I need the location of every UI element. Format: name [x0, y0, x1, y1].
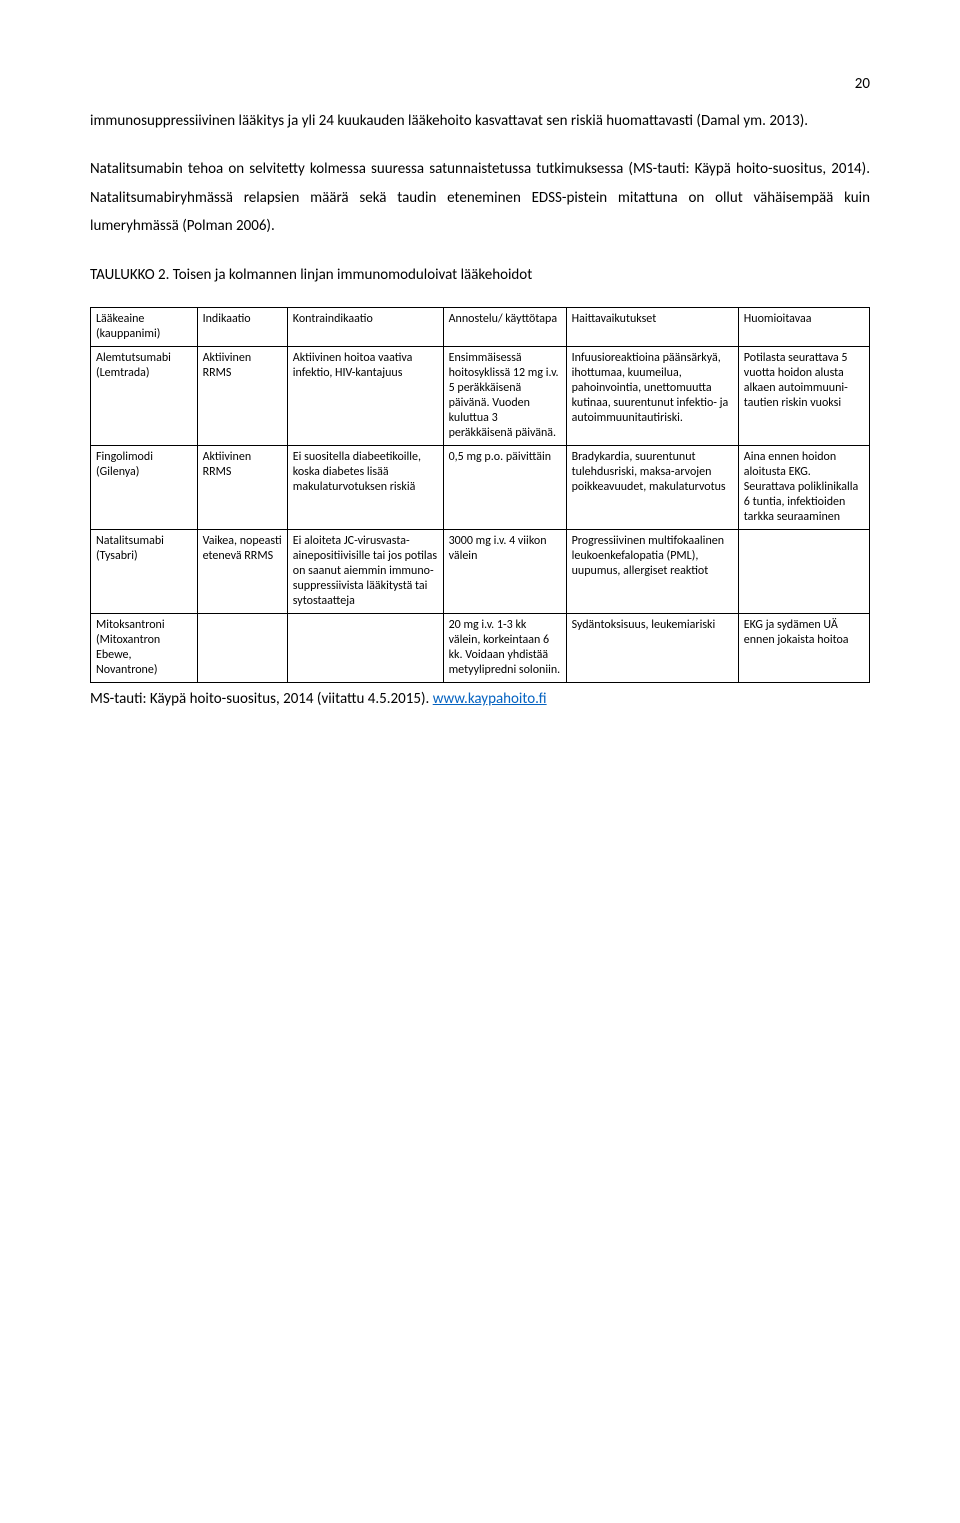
- table-source: MS-tauti: Käypä hoito-suositus, 2014 (vi…: [90, 685, 870, 714]
- table-header-row: Lääkeaine (kauppanimi) Indikaatio Kontra…: [91, 308, 870, 347]
- cell-contra: Aktiivinen hoitoa vaativa infektio, HIV-…: [287, 347, 443, 446]
- cell-ind: Vaikea, nopeasti etenevä RRMS: [197, 530, 287, 614]
- cell-ind: [197, 614, 287, 683]
- table-title: TAULUKKO 2. Toisen ja kolmannen linjan i…: [90, 261, 870, 290]
- th-indication: Indikaatio: [197, 308, 287, 347]
- cell-adverse: Bradykardia, suurentunut tulehdusriski, …: [566, 446, 738, 530]
- cell-contra: Ei aloiteta JC-virusvasta-ainepositiivis…: [287, 530, 443, 614]
- cell-adverse: Progressiivinen multifokaalinen leukoenk…: [566, 530, 738, 614]
- cell-drug: Natalitsumabi (Tysabri): [91, 530, 198, 614]
- th-note: Huomioitavaa: [738, 308, 869, 347]
- cell-note: Potilasta seurattava 5 vuotta hoidon alu…: [738, 347, 869, 446]
- cell-contra: Ei suositella diabeetikoille, koska diab…: [287, 446, 443, 530]
- cell-note: [738, 530, 869, 614]
- source-text: MS-tauti: Käypä hoito-suositus, 2014 (vi…: [90, 690, 433, 708]
- cell-drug: Mitoksantroni (Mitoxantron Ebewe, Novant…: [91, 614, 198, 683]
- cell-dose: 20 mg i.v. 1-3 kk välein, korkeintaan 6 …: [443, 614, 566, 683]
- cell-drug: Fingolimodi (Gilenya): [91, 446, 198, 530]
- th-contra: Kontraindikaatio: [287, 308, 443, 347]
- table-row: Alemtutsumabi (Lemtrada) Aktiivinen RRMS…: [91, 347, 870, 446]
- source-link[interactable]: www.kaypahoito.fi: [433, 690, 547, 708]
- page-number: 20: [90, 70, 870, 99]
- table-row: Natalitsumabi (Tysabri) Vaikea, nopeasti…: [91, 530, 870, 614]
- th-drug: Lääkeaine (kauppanimi): [91, 308, 198, 347]
- body-paragraph-2: Natalitsumabin tehoa on selvitetty kolme…: [90, 155, 870, 241]
- cell-ind: Aktiivinen RRMS: [197, 347, 287, 446]
- th-dose: Annostelu/ käyttötapa: [443, 308, 566, 347]
- table-row: Mitoksantroni (Mitoxantron Ebewe, Novant…: [91, 614, 870, 683]
- body-paragraph-1: immunosuppressiivinen lääkitys ja yli 24…: [90, 107, 870, 136]
- cell-dose: 3000 mg i.v. 4 viikon välein: [443, 530, 566, 614]
- cell-note: Aina ennen hoidon aloitusta EKG. Seuratt…: [738, 446, 869, 530]
- cell-note: EKG ja sydämen UÄ ennen jokaista hoitoa: [738, 614, 869, 683]
- th-adverse: Haittavaikutukset: [566, 308, 738, 347]
- table-row: Fingolimodi (Gilenya) Aktiivinen RRMS Ei…: [91, 446, 870, 530]
- cell-adverse: Infuusioreaktioina päänsärkyä, ihottumaa…: [566, 347, 738, 446]
- cell-dose: Ensimmäisessä hoitosyklissä 12 mg i.v. 5…: [443, 347, 566, 446]
- cell-adverse: Sydäntoksisuus, leukemiariski: [566, 614, 738, 683]
- cell-drug: Alemtutsumabi (Lemtrada): [91, 347, 198, 446]
- cell-contra: [287, 614, 443, 683]
- cell-dose: 0,5 mg p.o. päivittäin: [443, 446, 566, 530]
- drug-table: Lääkeaine (kauppanimi) Indikaatio Kontra…: [90, 307, 870, 683]
- cell-ind: Aktiivinen RRMS: [197, 446, 287, 530]
